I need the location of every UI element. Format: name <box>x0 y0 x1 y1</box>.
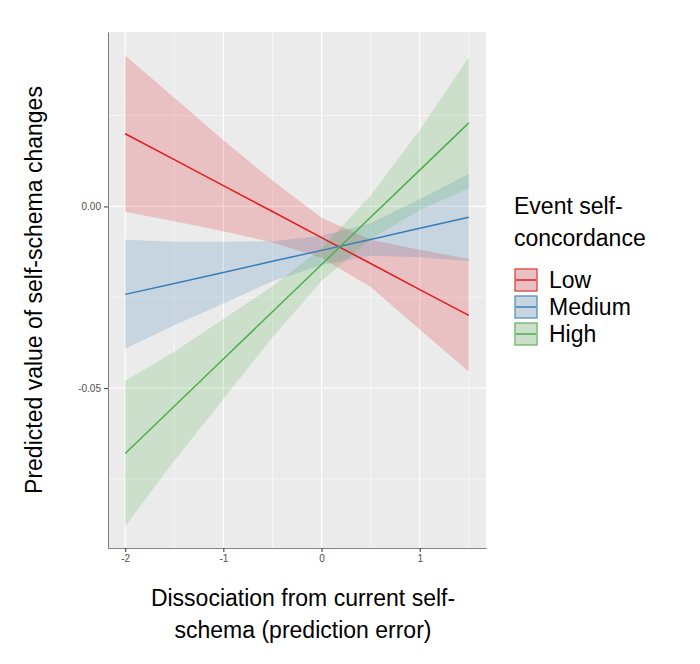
minor-grid-line <box>370 32 371 548</box>
chart: -2 -1 0 1 -0.05 0.00 Dissociation from current… <box>0 0 700 664</box>
x-tick-label: 1 <box>417 553 423 564</box>
x-tick: 0 <box>319 548 325 564</box>
x-tick-mark <box>420 548 421 552</box>
legend-key-line <box>516 306 536 308</box>
legend-key <box>515 296 537 318</box>
legend-key-background <box>514 322 538 346</box>
x-tick-mark <box>125 548 126 552</box>
plot-area <box>125 56 469 527</box>
x-tick-label: 0 <box>319 553 325 564</box>
y-axis: -0.05 0.00 <box>78 33 108 549</box>
y-tick-label: -0.05 <box>78 383 101 394</box>
y-tick-mark <box>104 388 108 389</box>
x-tick: 1 <box>417 548 423 564</box>
legend: Event self-concordance LowMediumHigh <box>514 193 646 347</box>
minor-grid-line <box>108 478 486 479</box>
x-tick: -2 <box>121 548 130 564</box>
y-tick-label: 0.00 <box>82 201 102 212</box>
legend-key-line <box>516 333 536 335</box>
legend-key <box>515 269 537 291</box>
x-axis: -2 -1 0 1 <box>109 548 487 564</box>
x-axis-title: schema (prediction error) <box>175 617 432 643</box>
legend-label: Low <box>549 267 592 293</box>
x-axis-title: Dissociation from current self- <box>151 585 455 611</box>
y-axis-title: Predicted value of self-schema changes <box>21 86 47 494</box>
legend-title: concordance <box>514 225 646 251</box>
legend-label: Medium <box>549 294 631 320</box>
x-tick-label: -1 <box>219 553 228 564</box>
y-axis-line <box>108 33 109 549</box>
series-line <box>125 123 469 454</box>
legend-key-background <box>514 268 538 292</box>
y-tick: 0.00 <box>82 201 108 212</box>
confidence-ribbon <box>125 56 469 372</box>
confidence-ribbon <box>125 57 469 526</box>
x-tick-mark <box>223 548 224 552</box>
legend-title: Event self- <box>514 193 623 219</box>
x-tick-mark <box>322 548 323 552</box>
grid-line <box>321 32 322 548</box>
grid <box>108 32 486 548</box>
series-line <box>125 217 469 294</box>
legend-key-background <box>514 295 538 319</box>
x-axis-line <box>109 548 487 549</box>
y-tick: -0.05 <box>78 383 108 394</box>
x-tick-label: -2 <box>121 553 130 564</box>
legend-label: High <box>549 321 596 347</box>
y-tick-mark <box>104 206 108 207</box>
x-tick: -1 <box>219 548 228 564</box>
legend-key-line <box>516 279 536 281</box>
panel-background <box>108 32 486 548</box>
legend-key <box>515 323 537 345</box>
